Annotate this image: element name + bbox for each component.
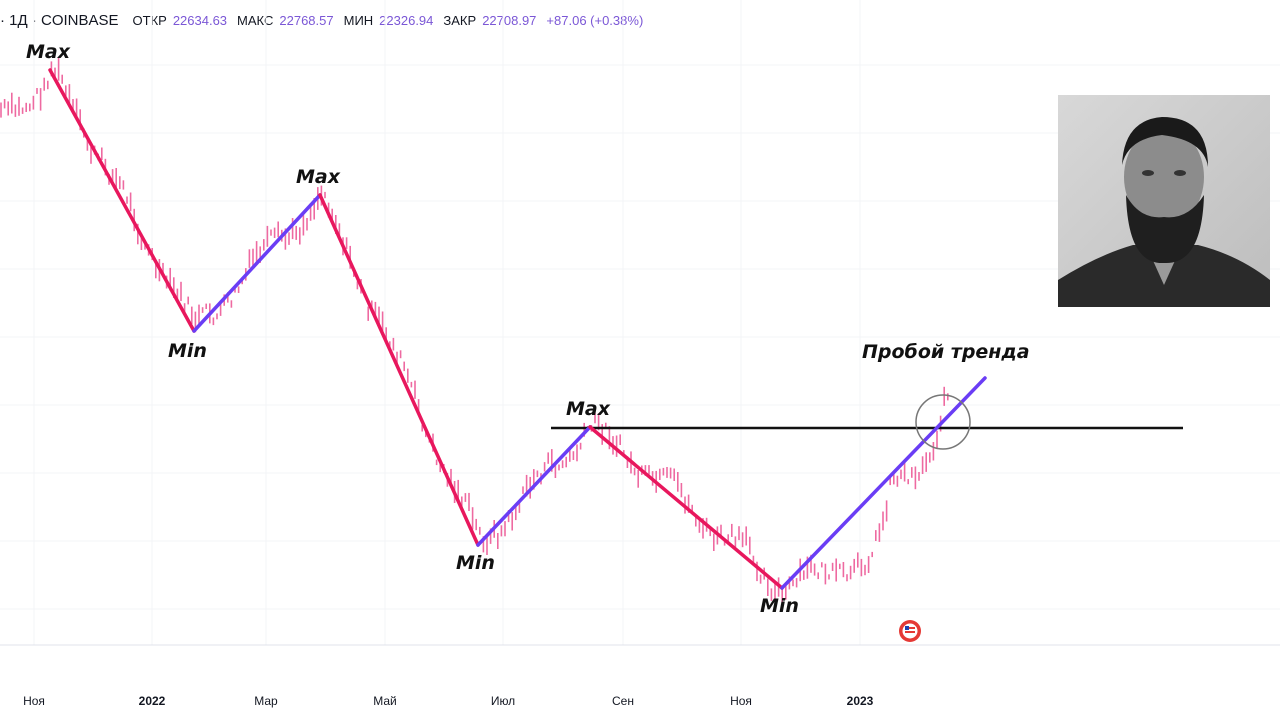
trend-point-labels: Max Min Max Min Max Min <box>26 41 799 617</box>
open-value: 22634.63 <box>172 13 228 28</box>
trend-lines <box>48 68 987 590</box>
max-label: Max <box>296 166 341 188</box>
x-tick-label: Ноя <box>730 694 752 708</box>
high-label: МАКС <box>237 13 274 28</box>
low-value: 22326.94 <box>379 13 434 28</box>
min-label: Min <box>760 595 799 617</box>
x-tick-label: Сен <box>612 694 634 708</box>
x-tick-label: Июл <box>491 694 515 708</box>
x-tick-label: Ноя <box>23 694 45 708</box>
down-trend-segment <box>48 68 196 333</box>
grid <box>0 0 1280 645</box>
up-trend-segment <box>476 425 592 547</box>
close-value: 22708.97 <box>482 13 537 28</box>
min-label: Min <box>456 552 495 574</box>
high-value: 22768.57 <box>279 13 334 28</box>
change-value: +87.06 (+0.38%) <box>546 13 644 28</box>
price-bars <box>0 57 949 603</box>
symbol-label[interactable]: · 1Д · COINBASE <box>0 12 119 29</box>
breakout-annotation: Пробой тренда <box>862 341 1030 363</box>
breakout-marker <box>915 394 971 450</box>
down-trend-segment <box>318 193 480 547</box>
x-tick-label: 2022 <box>139 694 166 708</box>
close-label: ЗАКР <box>443 13 477 28</box>
up-trend-segment <box>192 193 322 333</box>
min-label: Min <box>168 340 207 362</box>
max-label: Max <box>26 41 71 63</box>
x-tick-label: Мар <box>254 694 278 708</box>
portrait-photo <box>1058 95 1270 307</box>
chart-header: · 1Д · COINBASE ОТКР 22634.63 МАКС 22768… <box>0 12 647 34</box>
flag-icon[interactable] <box>899 620 921 642</box>
breakout-circle <box>915 394 971 450</box>
low-label: МИН <box>343 13 374 28</box>
x-tick-label: Май <box>373 694 397 708</box>
x-tick-label: 2023 <box>847 694 874 708</box>
open-label: ОТКР <box>132 13 167 28</box>
up-trend-segment <box>780 376 987 590</box>
max-label: Max <box>566 398 611 420</box>
time-axis: Ноя 2022 Мар Май Июл Сен Ноя 2023 <box>23 694 874 708</box>
down-trend-segment <box>588 425 784 590</box>
